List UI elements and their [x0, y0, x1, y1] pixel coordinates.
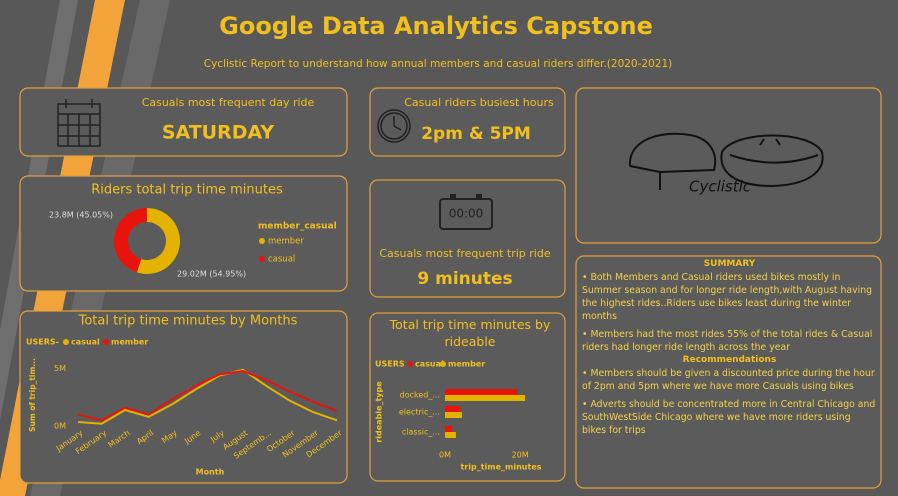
y-tick-label: 5M — [54, 364, 66, 373]
helmet — [629, 165, 661, 173]
legend-label: member — [111, 338, 148, 347]
legend-label: member — [448, 360, 485, 369]
stopwatch-icon: 00:00 — [439, 194, 493, 230]
card-label: Casual riders busiest hours — [404, 96, 554, 109]
card-value: 9 minutes — [417, 269, 512, 289]
y-tick-label: docked_... — [400, 391, 440, 400]
summary-paragraph: • Adverts should be concentrated more in… — [582, 399, 876, 436]
x-tick-label: 0M — [439, 451, 451, 460]
bar — [445, 395, 526, 401]
y-tick-label: classic_... — [402, 428, 440, 437]
subtitle: Cyclistic Report to understand how annua… — [204, 58, 672, 70]
x-tick-label: 20M — [512, 451, 529, 460]
card-value: SATURDAY — [162, 122, 275, 144]
axis-title: trip_time_minutes — [460, 463, 541, 472]
pie-slice — [136, 208, 181, 274]
logo — [628, 132, 824, 190]
legend-marker — [63, 339, 69, 345]
summary: SUMMARY • Both Members and Casual riders… — [582, 259, 877, 437]
card — [369, 179, 566, 298]
data-label: 23.8M (45.05%) — [49, 211, 113, 220]
recommendations-heading: Recommendations — [682, 355, 777, 365]
pie-slice — [114, 208, 147, 273]
helmet — [759, 138, 781, 146]
summary-body: SUMMARY • Both Members and Casual riders… — [582, 259, 877, 437]
legend-marker — [103, 339, 109, 345]
legend-label: casual — [268, 255, 295, 265]
clock-icon — [377, 109, 411, 143]
helmet — [729, 154, 819, 164]
legend-label: casual — [415, 360, 444, 369]
bar — [445, 406, 461, 412]
card-value: 2pm & 5PM — [421, 124, 531, 144]
axis-title: rideable_type — [375, 381, 384, 443]
bar — [445, 412, 462, 418]
legend-label: casual — [71, 338, 100, 347]
legend-title: member_casual — [258, 222, 337, 232]
calendar-icon — [57, 99, 101, 147]
legend-title: USERS- — [26, 338, 59, 347]
card — [19, 87, 348, 157]
data-label: 29.02M (54.95%) — [177, 270, 246, 279]
legend-marker — [440, 361, 446, 367]
chart-title: Total trip time minutes by Months — [78, 314, 298, 329]
stopwatch-body — [439, 198, 493, 230]
bar — [445, 389, 518, 395]
legend-marker — [259, 256, 265, 262]
line — [77, 370, 338, 422]
stopwatch-button — [450, 194, 456, 199]
title: Google Data Analytics Capstone — [219, 12, 653, 40]
chart-title-box: Total trip time minutes by rideable — [389, 317, 551, 349]
summary-paragraph: • Members should be given a discounted p… — [582, 368, 875, 392]
legend-title: USERS — [375, 360, 405, 369]
stopwatch-display: 00:00 — [449, 207, 484, 221]
legend-marker — [259, 238, 265, 244]
helmet — [628, 132, 717, 190]
chart-title: Total trip time minutes by rideable — [389, 317, 551, 349]
bar — [445, 432, 456, 438]
helmet — [720, 134, 824, 188]
card — [575, 255, 882, 489]
logo-text: Cyclistic — [689, 178, 752, 196]
card — [369, 87, 566, 157]
summary-paragraph: • Both Members and Casual riders used bi… — [582, 272, 872, 322]
card-label: Casuals most frequent trip ride — [379, 247, 550, 260]
chart-title: Riders total trip time minutes — [91, 183, 283, 198]
card-label: Casuals most frequent day ride — [142, 96, 315, 109]
summary-paragraph: • Members had the most rides 55% of the … — [582, 329, 873, 353]
summary-heading: SUMMARY — [703, 259, 756, 269]
line — [77, 368, 338, 425]
card — [19, 175, 348, 292]
legend-marker — [407, 361, 413, 367]
axis-title: Month — [196, 468, 225, 477]
y-tick-label: 0M — [54, 422, 66, 431]
legend-label: member — [268, 237, 304, 247]
axis-title: Sum of trip_tim... — [28, 358, 37, 432]
y-tick-label: electric_... — [399, 408, 440, 417]
card — [575, 87, 882, 244]
stopwatch-button — [476, 194, 482, 199]
bar — [445, 426, 453, 432]
